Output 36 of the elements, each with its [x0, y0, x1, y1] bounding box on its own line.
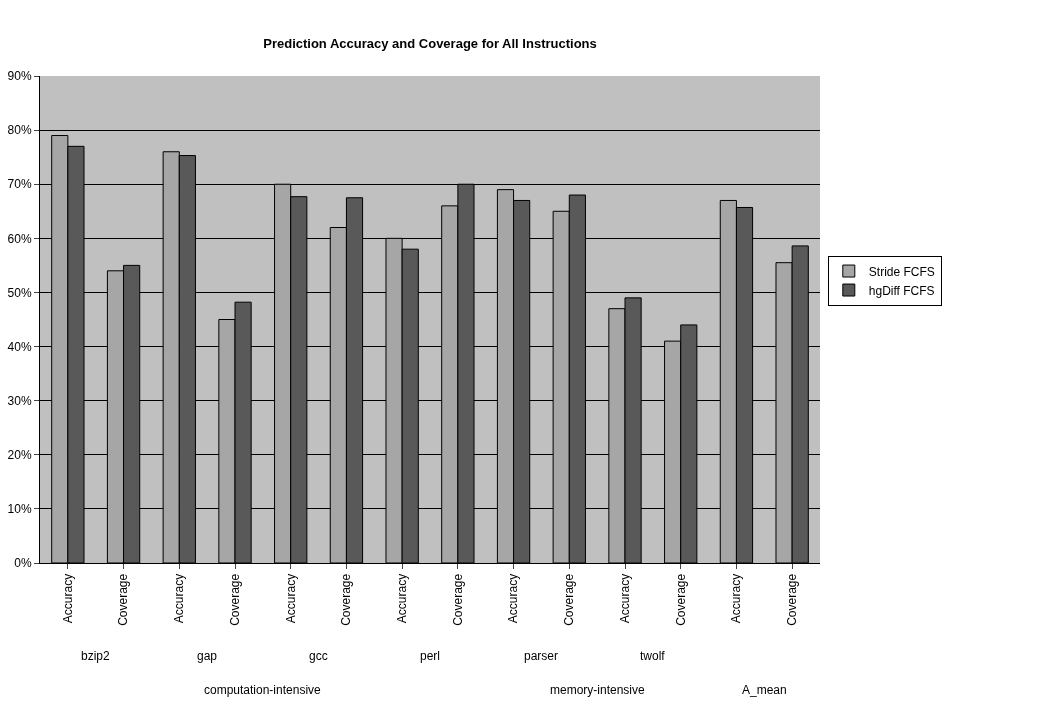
- x-tick-label: Coverage: [562, 573, 577, 626]
- x-tick-label: Coverage: [116, 573, 131, 626]
- text: twolf: [640, 649, 666, 663]
- y-tick-label: 20%: [7, 447, 32, 462]
- x-tick-label: Accuracy: [283, 573, 298, 624]
- text: gap: [197, 649, 218, 663]
- chart-title: Prediction Accuracy and Coverage for All Instructions: [263, 35, 597, 51]
- y-tick-label: 30%: [7, 393, 32, 408]
- text: gcc: [309, 649, 328, 663]
- text: memory-intensive: [550, 683, 646, 697]
- y-tick-label: 80%: [7, 123, 32, 138]
- y-tick-label: 60%: [7, 231, 32, 246]
- x-tick-label: Accuracy: [617, 573, 632, 624]
- text: parser: [524, 649, 559, 663]
- x-tick-label: Accuracy: [172, 573, 187, 624]
- text: A_mean: [742, 683, 787, 697]
- text: bzip2: [81, 649, 111, 663]
- y-tick-label: 0%: [14, 556, 32, 571]
- y-tick-label: 90%: [7, 69, 32, 84]
- x-tick-label: Accuracy: [729, 573, 744, 624]
- x-tick-label: Coverage: [227, 573, 242, 626]
- y-tick-label: 70%: [7, 177, 32, 192]
- y-tick-label: 50%: [7, 285, 32, 300]
- x-tick-label: Coverage: [450, 573, 465, 626]
- x-tick-label: Coverage: [673, 573, 688, 626]
- y-tick-label: 10%: [7, 502, 32, 517]
- x-tick-label: Accuracy: [60, 573, 75, 624]
- legend-label: Stride FCFS: [868, 264, 935, 279]
- x-tick-label: Coverage: [785, 573, 800, 626]
- text: perl: [420, 649, 441, 663]
- legend-label: hgDiff FCFS: [868, 283, 935, 298]
- x-tick-label: Accuracy: [506, 573, 521, 624]
- y-tick-label: 40%: [7, 339, 32, 354]
- x-tick-label: Accuracy: [395, 573, 410, 624]
- text: computation-intensive: [204, 683, 322, 697]
- x-tick-label: Coverage: [339, 573, 354, 626]
